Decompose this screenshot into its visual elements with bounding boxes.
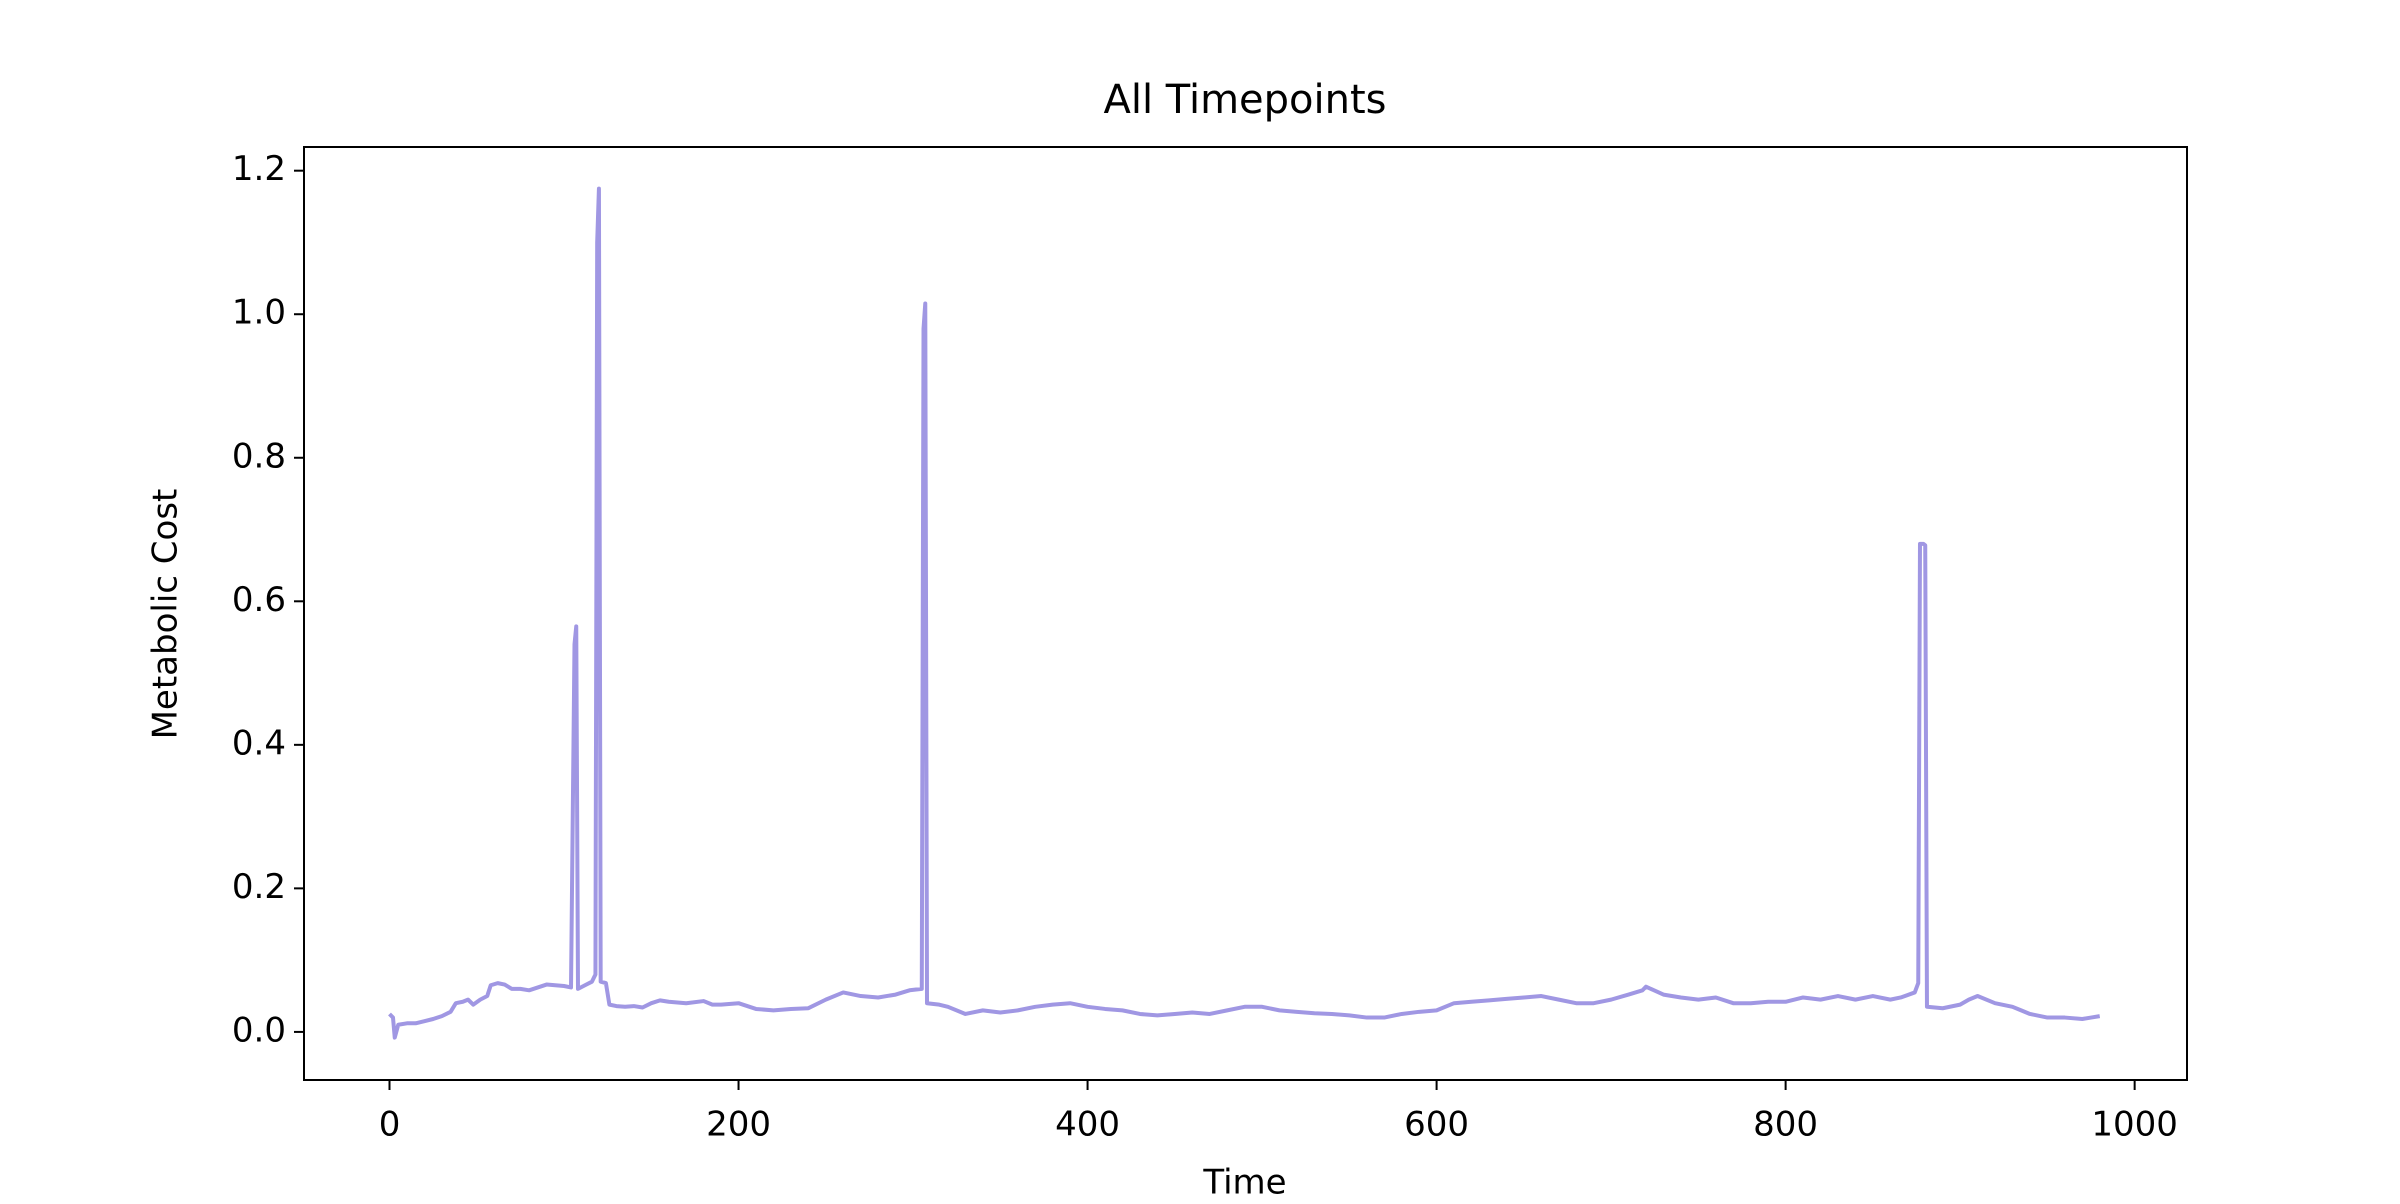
x-tick-label: 400 — [1055, 1105, 1120, 1145]
y-tick-label: 0.0 — [232, 1010, 286, 1050]
x-tick-label: 0 — [379, 1105, 401, 1145]
y-tick-label: 1.2 — [232, 149, 286, 189]
y-tick-label: 0.4 — [232, 723, 286, 763]
y-tick-label: 0.2 — [232, 867, 286, 907]
x-tick-label: 200 — [706, 1105, 771, 1145]
y-tick-label: 0.8 — [232, 436, 286, 476]
x-tick-label: 600 — [1404, 1105, 1469, 1145]
plot-frame — [303, 146, 2188, 1081]
y-tick-label: 0.6 — [232, 580, 286, 620]
y-axis-label: Metabolic Cost — [146, 489, 186, 740]
data-line — [388, 186, 2101, 1040]
chart-title: All Timepoints — [1103, 77, 1386, 123]
y-tick-label: 1.0 — [232, 293, 286, 333]
x-tick-label: 800 — [1753, 1105, 1818, 1145]
x-axis-label: Time — [1202, 1163, 1286, 1201]
x-tick-label: 1000 — [2091, 1105, 2178, 1145]
